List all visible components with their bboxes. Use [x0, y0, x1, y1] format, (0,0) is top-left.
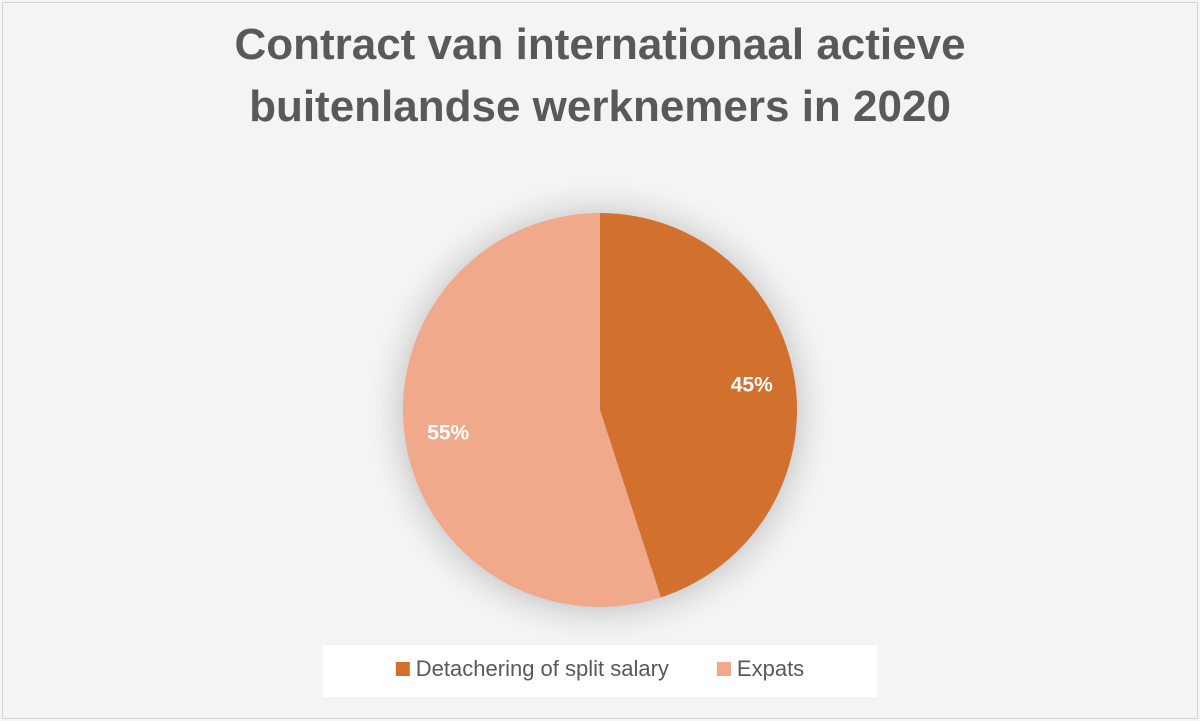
legend-box [323, 645, 877, 697]
legend-swatch [716, 662, 731, 676]
legend-label: Detachering of split salary [416, 656, 669, 681]
data-label: 45% [731, 374, 773, 397]
legend-swatch [395, 662, 410, 676]
data-label: 55% [427, 422, 469, 445]
pie-slice [403, 213, 661, 607]
chart-title: Contract van internationaal actieve buit… [234, 20, 966, 131]
pie-slice [600, 213, 798, 598]
legend-label: Expats [737, 656, 804, 681]
